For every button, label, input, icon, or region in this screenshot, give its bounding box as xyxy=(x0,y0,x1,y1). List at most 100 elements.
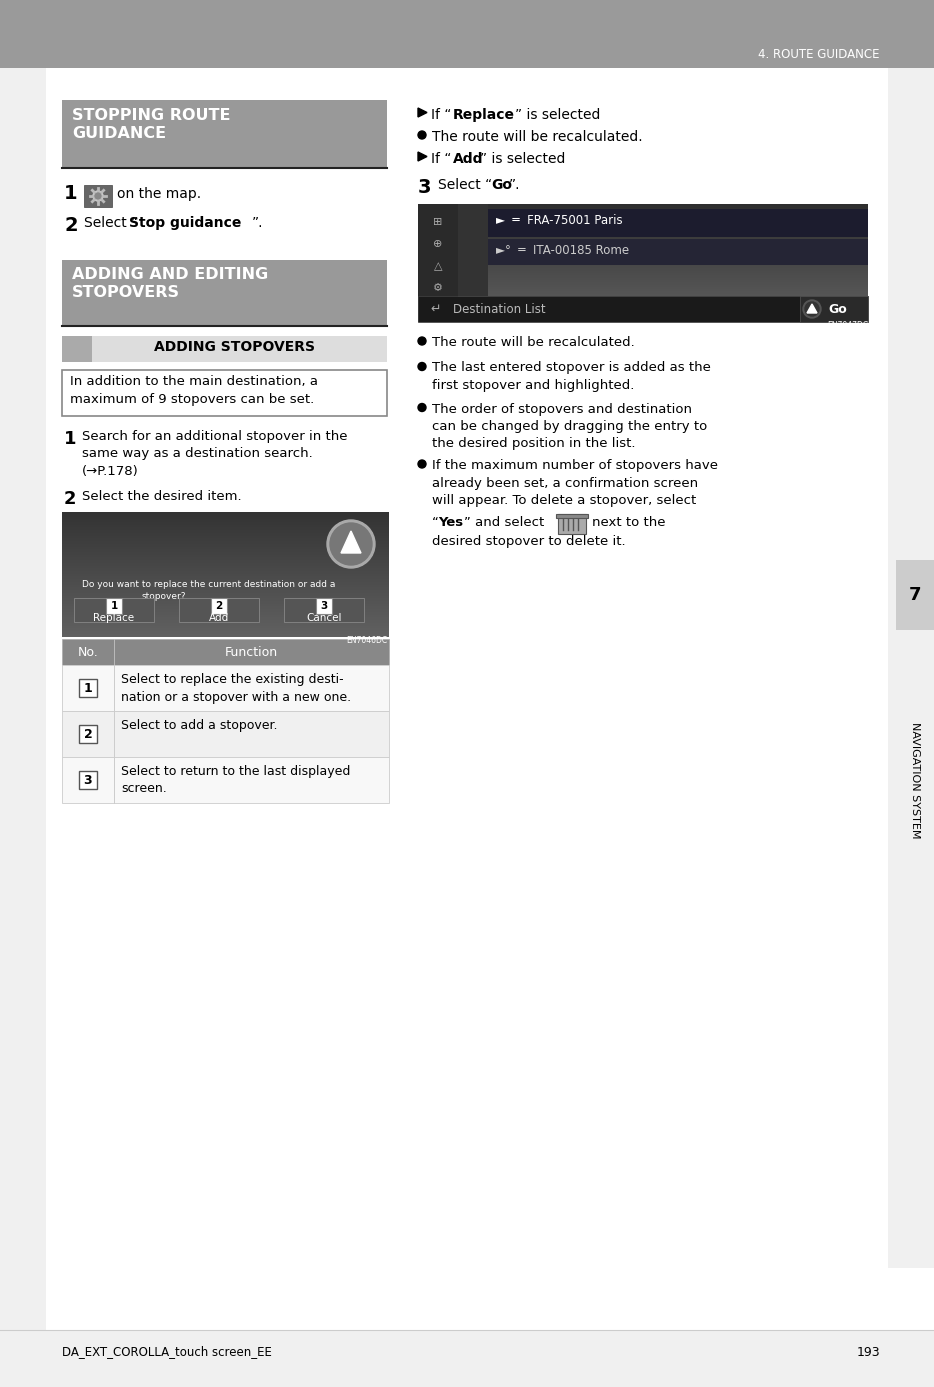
Text: In addition to the main destination, a
maximum of 9 stopovers can be set.: In addition to the main destination, a m… xyxy=(70,374,318,405)
Text: Stop guidance: Stop guidance xyxy=(129,216,241,230)
Text: 2: 2 xyxy=(216,601,222,612)
Text: ”.: ”. xyxy=(509,178,520,191)
Bar xyxy=(896,68,934,1268)
Text: EN7046DC: EN7046DC xyxy=(346,637,387,645)
Bar xyxy=(458,204,488,295)
Bar xyxy=(62,757,389,803)
Text: No.: No. xyxy=(78,645,98,659)
Text: Destination List: Destination List xyxy=(453,302,545,316)
Circle shape xyxy=(418,130,426,139)
Text: stopover?: stopover? xyxy=(142,592,187,601)
Text: DA_EXT_COROLLA_touch screen_EE: DA_EXT_COROLLA_touch screen_EE xyxy=(62,1345,272,1358)
Circle shape xyxy=(803,300,821,318)
Bar xyxy=(888,68,934,1268)
Text: 1: 1 xyxy=(110,601,118,612)
Circle shape xyxy=(327,520,375,569)
Text: on the map.: on the map. xyxy=(117,187,201,201)
Circle shape xyxy=(418,337,426,345)
Text: Cancel: Cancel xyxy=(306,613,342,623)
Bar xyxy=(558,513,586,534)
Text: “: “ xyxy=(432,516,439,528)
Text: ⊕: ⊕ xyxy=(433,239,443,250)
Circle shape xyxy=(93,191,103,201)
Bar xyxy=(179,598,259,621)
Text: ADDING AND EDITING
STOPOVERS: ADDING AND EDITING STOPOVERS xyxy=(72,268,268,300)
Text: Select to return to the last displayed
screen.: Select to return to the last displayed s… xyxy=(121,766,350,796)
Bar xyxy=(74,598,154,621)
Bar xyxy=(211,598,227,614)
Bar xyxy=(79,725,97,743)
Text: If the maximum number of stopovers have
already been set, a confirmation screen
: If the maximum number of stopovers have … xyxy=(432,459,718,508)
Text: Search for an additional stopover in the
same way as a destination search.
(→P.1: Search for an additional stopover in the… xyxy=(82,430,347,479)
Bar xyxy=(62,639,389,664)
Circle shape xyxy=(95,193,101,198)
Bar xyxy=(62,336,92,362)
Text: NAVIGATION SYSTEM: NAVIGATION SYSTEM xyxy=(910,721,920,838)
Text: Select “: Select “ xyxy=(438,178,492,191)
Bar xyxy=(316,598,332,614)
Text: If “: If “ xyxy=(431,108,451,122)
Text: The route will be recalculated.: The route will be recalculated. xyxy=(432,130,643,144)
Bar xyxy=(62,370,387,416)
Polygon shape xyxy=(807,304,817,313)
Text: ►°  ═  ITA-00185 Rome: ►° ═ ITA-00185 Rome xyxy=(496,244,630,257)
Text: Add: Add xyxy=(453,153,484,166)
Text: The last entered stopover is added as the
first stopover and highlighted.: The last entered stopover is added as th… xyxy=(432,362,711,393)
Bar xyxy=(0,0,934,68)
Text: 3: 3 xyxy=(84,774,92,786)
Bar xyxy=(92,336,387,362)
Text: ⚙: ⚙ xyxy=(433,283,443,293)
Bar xyxy=(800,295,868,322)
Text: 1: 1 xyxy=(84,681,92,695)
Text: △: △ xyxy=(433,261,443,270)
Text: Add: Add xyxy=(209,613,229,623)
Text: 2: 2 xyxy=(64,216,78,234)
Text: 2: 2 xyxy=(84,728,92,741)
Bar xyxy=(0,68,46,1387)
Text: Yes: Yes xyxy=(438,516,463,528)
Text: Select to replace the existing desti-
nation or a stopover with a new one.: Select to replace the existing desti- na… xyxy=(121,673,351,703)
Bar xyxy=(79,771,97,789)
Text: 3: 3 xyxy=(320,601,328,612)
Text: Go: Go xyxy=(828,302,847,316)
Bar xyxy=(79,680,97,698)
Text: Go: Go xyxy=(491,178,512,191)
Text: STOPPING ROUTE
GUIDANCE: STOPPING ROUTE GUIDANCE xyxy=(72,108,231,141)
Text: ” and select: ” and select xyxy=(464,516,545,528)
Text: 193: 193 xyxy=(856,1345,880,1358)
Bar xyxy=(896,560,934,630)
Bar xyxy=(418,295,868,322)
Text: 1: 1 xyxy=(64,430,77,448)
Bar xyxy=(488,239,868,265)
Text: The order of stopovers and destination
can be changed by dragging the entry to
t: The order of stopovers and destination c… xyxy=(432,402,707,451)
Text: ” is selected: ” is selected xyxy=(515,108,601,122)
Bar xyxy=(62,259,387,326)
Circle shape xyxy=(418,404,426,412)
Bar xyxy=(62,664,389,712)
Text: EN7047DC: EN7047DC xyxy=(827,320,868,330)
Text: Select “: Select “ xyxy=(84,216,138,230)
Bar xyxy=(62,712,389,757)
Text: Replace: Replace xyxy=(93,613,134,623)
Bar xyxy=(62,100,387,168)
Circle shape xyxy=(418,362,426,370)
Text: ⊞: ⊞ xyxy=(433,216,443,227)
Polygon shape xyxy=(418,153,427,161)
Text: Select to add a stopover.: Select to add a stopover. xyxy=(121,718,277,732)
Text: ”.: ”. xyxy=(252,216,263,230)
Text: 1: 1 xyxy=(64,184,78,203)
Text: 4. ROUTE GUIDANCE: 4. ROUTE GUIDANCE xyxy=(758,49,880,61)
Bar xyxy=(84,184,112,207)
Circle shape xyxy=(418,460,426,467)
Text: ADDING STOPOVERS: ADDING STOPOVERS xyxy=(154,340,315,354)
Circle shape xyxy=(805,302,819,316)
Bar xyxy=(284,598,364,621)
Text: ” is selected: ” is selected xyxy=(480,153,565,166)
Text: The route will be recalculated.: The route will be recalculated. xyxy=(432,336,635,350)
Circle shape xyxy=(330,523,372,565)
Bar xyxy=(556,513,588,517)
Text: 7: 7 xyxy=(909,585,921,603)
Polygon shape xyxy=(341,531,361,553)
Polygon shape xyxy=(418,108,427,117)
Text: next to the: next to the xyxy=(592,516,666,528)
